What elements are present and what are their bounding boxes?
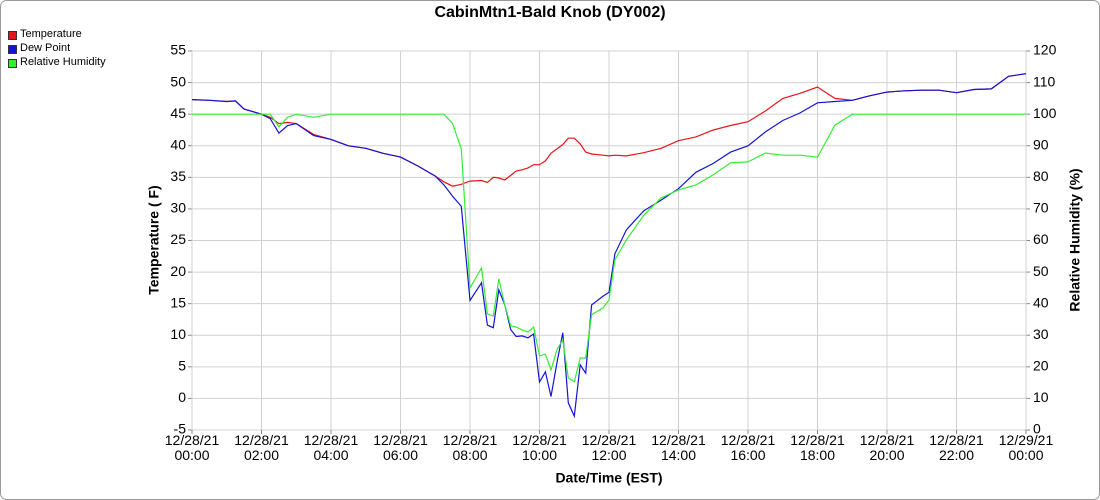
y-tick-label: 20: [170, 263, 186, 279]
x-tick-label: 12/28/21 08:00: [442, 432, 498, 463]
x-tick-label: 12/28/21 16:00: [720, 432, 776, 463]
y-tick-label: 15: [170, 294, 186, 310]
x-tick-label: 12/28/21 10:00: [512, 432, 567, 463]
y-tick-label: -5: [174, 421, 187, 437]
y2-tick-label: 100: [1033, 105, 1057, 121]
chart-title: CabinMtn1-Bald Knob (DY002): [434, 4, 665, 21]
x-tick-label: 12/28/21 12:00: [581, 432, 637, 463]
y2-axis-title: Relative Humidity (%): [1067, 168, 1083, 311]
legend-entry: Temperature: [8, 28, 82, 40]
series-line: [192, 113, 1026, 383]
x-tick-label: 12/28/21 22:00: [929, 432, 984, 463]
legend-entry: Dew Point: [8, 42, 70, 54]
y-tick-label: 35: [170, 168, 186, 184]
y-tick-label: 0: [178, 389, 186, 405]
y2-tick-label: 70: [1033, 200, 1049, 216]
y2-tick-label: 60: [1033, 231, 1049, 247]
y2-tick-label: 10: [1033, 389, 1049, 405]
y2-tick-label: 40: [1033, 294, 1049, 310]
x-tick-label: 12/29/21 00:00: [998, 432, 1054, 463]
x-tick-label: 12/28/21 18:00: [790, 432, 845, 463]
legend-swatch: [8, 31, 17, 40]
legend-swatch: [8, 45, 17, 54]
y-tick-label: 50: [170, 73, 186, 89]
y2-tick-label: 20: [1033, 358, 1049, 374]
y2-tick-label: 50: [1033, 263, 1049, 279]
legend-swatch: [8, 59, 17, 68]
y2-tick-label: 0: [1033, 421, 1041, 437]
x-tick-label: 12/28/21 02:00: [234, 432, 289, 463]
y-tick-label: 45: [170, 105, 186, 121]
y2-tick-label: 30: [1033, 326, 1049, 342]
y-tick-label: 40: [170, 136, 186, 152]
y-tick-label: 25: [170, 231, 186, 247]
y2-tick-label: 110: [1033, 73, 1056, 89]
series-line: [191, 73, 1027, 419]
x-tick-label: 12/28/21 04:00: [303, 432, 359, 463]
y2-tick-label: 90: [1033, 136, 1049, 152]
x-tick-label: 12/28/21 20:00: [859, 432, 915, 463]
x-tick-label: 12/28/21 00:00: [164, 432, 220, 463]
y2-tick-label: 120: [1033, 42, 1057, 58]
y-axis-title: Temperature ( F): [146, 185, 162, 294]
y-tick-label: 55: [170, 42, 186, 58]
x-tick-label: 12/28/21 06:00: [373, 432, 428, 463]
y2-tick-label: 80: [1033, 168, 1049, 184]
legend-entry: Relative Humidity: [8, 56, 106, 68]
y-tick-label: 10: [170, 326, 186, 342]
y-tick-label: 30: [170, 200, 186, 216]
x-tick-label: 12/28/21 14:00: [651, 432, 706, 463]
x-axis-title: Date/Time (EST): [555, 470, 662, 486]
y-tick-label: 5: [178, 358, 186, 374]
